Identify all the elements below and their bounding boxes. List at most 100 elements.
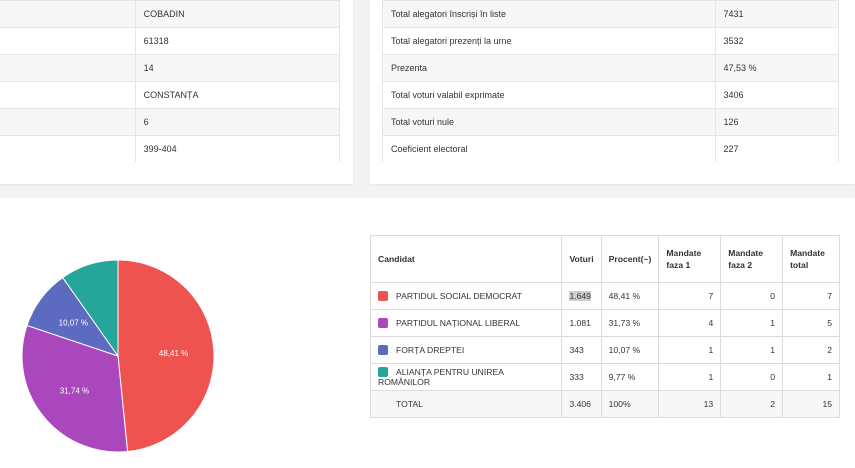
table-row: PARTIDUL SOCIAL DEMOCRAT 1.649 48,41 % 7… xyxy=(369,282,840,310)
faza2-cell: 0 xyxy=(720,363,784,391)
header-mandate-total-line2: total xyxy=(790,260,809,270)
total-label-cell: TOTAL xyxy=(369,390,563,418)
total-mandates-total-cell: 15 xyxy=(782,390,840,418)
locality-value: 61318 xyxy=(135,27,341,55)
percent-cell: 10,07 % xyxy=(600,336,660,364)
locality-row: 399-404 xyxy=(0,135,341,162)
locality-label xyxy=(0,135,136,162)
stat-row: Coeficient electoral 227 xyxy=(382,135,839,162)
candidate-cell: PARTIDUL NAȚIONAL LIBERAL xyxy=(369,309,563,337)
header-procent[interactable]: Procent(~) xyxy=(600,235,660,283)
candidate-name: FORȚA DREPTEI xyxy=(396,344,465,355)
votes-cell: 333 xyxy=(561,363,602,391)
locality-value: 6 xyxy=(135,108,341,136)
locality-value: 14 xyxy=(135,54,341,82)
faza1-cell: 7 xyxy=(658,282,722,310)
stat-row: Total voturi valabil exprimate 3406 xyxy=(382,81,839,109)
pie-slice-label: 48,41 % xyxy=(159,349,188,358)
total-mandates-cell: 5 xyxy=(782,309,840,337)
results-header-row: Candidat Voturi Procent(~) Mandate faza 1… xyxy=(369,235,840,283)
locality-label xyxy=(0,27,136,55)
header-mandate-total-line1: Mandate xyxy=(790,248,825,258)
locality-value: 399-404 xyxy=(135,135,341,162)
locality-row: 14 xyxy=(0,54,341,82)
locality-label xyxy=(0,0,136,28)
stat-value: 126 xyxy=(715,108,839,136)
header-mandate-faza1-line1: Mandate xyxy=(666,248,702,258)
total-mandates-cell: 2 xyxy=(782,336,840,364)
vote-stats-table: Total alegatori înscriși în liste 7431 To… xyxy=(382,0,839,162)
total-votes-cell: 3.406 xyxy=(561,390,602,418)
table-row: ALIANȚA PENTRU UNIREA ROMÂNILOR 333 9,77… xyxy=(369,363,840,391)
total-percent-cell: 100% xyxy=(600,390,660,418)
stat-row: Prezenta 47,53 % xyxy=(382,54,839,82)
stat-row: Total alegatori înscriși în liste 7431 xyxy=(382,0,839,28)
stat-value: 3406 xyxy=(715,81,839,109)
faza1-cell: 4 xyxy=(658,309,722,337)
stat-value: 7431 xyxy=(715,0,839,28)
faza1-cell: 1 xyxy=(658,336,722,364)
header-mandate-faza1-line2: faza 1 xyxy=(666,260,691,270)
locality-row: 61318 xyxy=(0,27,341,55)
locality-label xyxy=(0,81,136,109)
stat-label: Total voturi valabil exprimate xyxy=(382,81,716,109)
faza2-cell: 0 xyxy=(720,282,784,310)
locality-row: 6 xyxy=(0,108,341,136)
stat-row: Total voturi nule 126 xyxy=(382,108,839,136)
header-mandate-total[interactable]: Mandate total xyxy=(782,235,840,283)
header-candidat[interactable]: Candidat xyxy=(369,235,563,283)
candidate-name: PARTIDUL SOCIAL DEMOCRAT xyxy=(396,290,522,301)
stat-value: 47,53 % xyxy=(715,54,839,82)
total-mandates-cell: 1 xyxy=(782,363,840,391)
percent-cell: 31,73 % xyxy=(600,309,660,337)
votes-cell: 1.649 xyxy=(561,282,602,310)
locality-label xyxy=(0,108,136,136)
table-row: FORȚA DREPTEI 343 10,07 % 1 1 2 xyxy=(369,336,840,364)
party-color-swatch xyxy=(378,367,388,378)
stat-value: 3532 xyxy=(715,27,839,55)
candidate-name: PARTIDUL NAȚIONAL LIBERAL xyxy=(396,317,521,328)
pie-slice-label: 31,74 % xyxy=(60,387,89,396)
faza1-cell: 1 xyxy=(658,363,722,391)
header-mandate-faza2-line1: Mandate xyxy=(728,248,764,258)
locality-value: COBADIN xyxy=(135,0,341,28)
pie-slice[interactable] xyxy=(117,259,215,453)
candidate-cell: ALIANȚA PENTRU UNIREA ROMÂNILOR xyxy=(369,363,563,391)
locality-info-table: COBADIN 61318 14 CONSTANȚA 6 399-404 xyxy=(0,0,341,162)
percent-cell: 9,77 % xyxy=(600,363,660,391)
stat-value: 227 xyxy=(715,135,839,162)
party-color-swatch xyxy=(378,318,388,329)
header-mandate-faza2-line2: faza 2 xyxy=(728,260,753,270)
faza2-cell: 1 xyxy=(720,336,784,364)
percent-cell: 48,41 % xyxy=(600,282,660,310)
header-voturi[interactable]: Voturi xyxy=(561,235,602,283)
total-mandates-cell: 7 xyxy=(782,282,840,310)
candidate-cell: PARTIDUL SOCIAL DEMOCRAT xyxy=(369,282,563,310)
faza2-cell: 1 xyxy=(720,309,784,337)
candidate-name: ALIANȚA PENTRU UNIREA ROMÂNILOR xyxy=(378,366,504,388)
table-row: PARTIDUL NAȚIONAL LIBERAL 1.081 31,73 % … xyxy=(369,309,840,337)
locality-label xyxy=(0,54,136,82)
votes-cell: 1.081 xyxy=(561,309,602,337)
total-faza1-cell: 13 xyxy=(658,390,722,418)
stat-label: Coeficient electoral xyxy=(382,135,716,162)
votes-cell: 343 xyxy=(561,336,602,364)
pie-slice-label: 10,07 % xyxy=(59,319,88,328)
locality-row: CONSTANȚA xyxy=(0,81,341,109)
stat-label: Total alegatori prezenți la urne xyxy=(382,27,716,55)
header-mandate-faza1[interactable]: Mandate faza 1 xyxy=(658,235,722,283)
total-faza2-cell: 2 xyxy=(720,390,784,418)
stat-label: Total alegatori înscriși în liste xyxy=(382,0,716,28)
votes-value: 1.649 xyxy=(569,291,591,301)
locality-value: CONSTANȚA xyxy=(135,81,341,109)
stat-row: Total alegatori prezenți la urne 3532 xyxy=(382,27,839,55)
party-color-swatch xyxy=(378,291,388,302)
locality-row: COBADIN xyxy=(0,0,341,28)
candidate-cell: FORȚA DREPTEI xyxy=(369,336,563,364)
header-mandate-faza2[interactable]: Mandate faza 2 xyxy=(720,235,784,283)
results-pie-chart: 48,41 % 31,74 % 10,07 % xyxy=(21,259,215,453)
party-color-swatch xyxy=(378,345,388,356)
pie-slice[interactable] xyxy=(21,324,129,453)
pie-slice[interactable] xyxy=(61,259,119,358)
results-table: Candidat Voturi Procent(~) Mandate faza 1… xyxy=(369,235,840,418)
